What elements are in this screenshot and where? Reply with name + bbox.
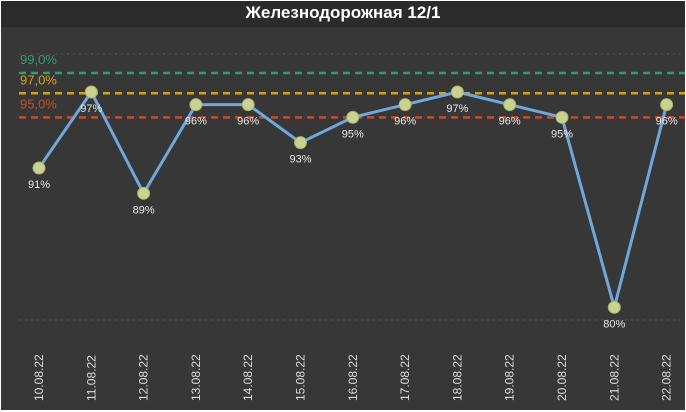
data-label: 89% xyxy=(133,204,155,216)
x-tick-label: 19.08.22 xyxy=(503,354,517,401)
chart-title: Железнодорожная 12/1 xyxy=(245,3,441,22)
x-tick-label: 17.08.22 xyxy=(398,354,412,401)
data-point xyxy=(346,110,360,124)
data-label: 96% xyxy=(237,116,259,128)
x-tick-label: 20.08.22 xyxy=(555,354,569,401)
x-tick-label: 22.08.22 xyxy=(660,354,674,401)
data-label: 91% xyxy=(28,179,50,191)
data-point xyxy=(660,98,674,112)
data-point xyxy=(503,98,517,112)
data-label: 96% xyxy=(394,116,416,128)
data-label: 80% xyxy=(603,318,625,330)
data-point xyxy=(84,85,98,99)
data-point xyxy=(32,161,46,175)
x-tick-label: 15.08.22 xyxy=(294,354,308,401)
x-tick-label: 21.08.22 xyxy=(607,354,621,401)
reference-line-label: 99,0% xyxy=(20,52,57,67)
x-tick-label: 16.08.22 xyxy=(346,354,360,401)
data-label: 95% xyxy=(551,128,573,140)
data-point xyxy=(137,186,151,200)
data-label: 96% xyxy=(499,116,521,128)
x-tick-label: 12.08.22 xyxy=(137,354,151,401)
x-tick-label: 11.08.22 xyxy=(84,355,98,401)
data-point xyxy=(241,98,255,112)
data-label: 96% xyxy=(185,116,207,128)
series-line xyxy=(37,90,669,309)
data-point xyxy=(398,98,412,112)
data-point xyxy=(450,85,464,99)
x-tick-label: 13.08.22 xyxy=(189,354,203,401)
data-point xyxy=(555,110,569,124)
data-label: 93% xyxy=(289,154,311,166)
chart-title-bar: Железнодорожная 12/1 xyxy=(1,1,685,27)
data-label: 97% xyxy=(80,103,102,115)
reference-line-label: 95,0% xyxy=(20,96,57,111)
data-point xyxy=(294,136,307,150)
data-label: 96% xyxy=(656,116,678,128)
data-point xyxy=(189,98,203,112)
x-tick-label: 18.08.22 xyxy=(450,354,464,401)
data-point xyxy=(607,300,621,314)
x-tick-label: 10.08.22 xyxy=(32,354,46,401)
data-label: 95% xyxy=(342,128,364,140)
data-label: 97% xyxy=(446,103,468,115)
reference-line-label: 97,0% xyxy=(20,72,57,87)
x-tick-label: 14.08.22 xyxy=(241,354,255,401)
